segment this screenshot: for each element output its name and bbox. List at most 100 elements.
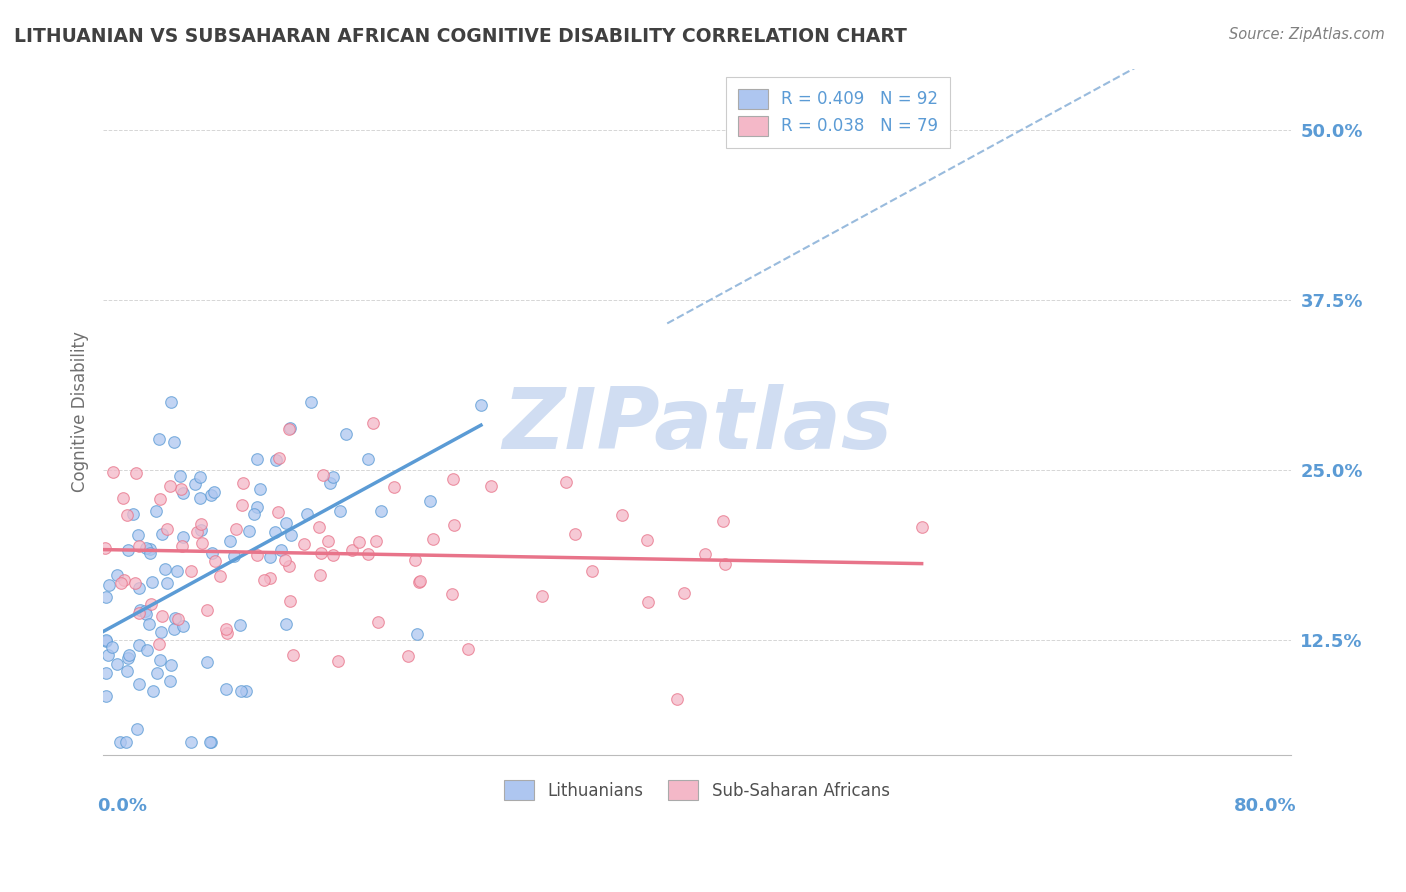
Point (101, 640, 124, 654)
Point (276, 617, 298, 632)
Point (370, 504, 392, 518)
Point (184, 477, 207, 491)
Point (129, 603, 152, 617)
Point (443, 518, 465, 533)
Point (128, 638, 150, 652)
Point (208, 568, 231, 582)
Point (163, 434, 186, 449)
Point (138, 546, 160, 560)
Point (278, 558, 301, 573)
Point (148, 637, 170, 651)
Point (136, 643, 159, 657)
Point (295, 508, 318, 522)
Point (118, 648, 141, 662)
Point (190, 516, 212, 531)
Point (94, 633, 117, 648)
Point (270, 543, 292, 558)
Point (264, 524, 287, 539)
Point (195, 655, 218, 669)
Point (111, 491, 134, 506)
Point (673, 586, 696, 600)
Point (96, 590, 118, 604)
Point (128, 581, 150, 595)
Point (105, 657, 128, 672)
Point (440, 587, 463, 601)
Point (636, 533, 658, 547)
Point (162, 622, 184, 636)
Point (404, 553, 426, 567)
Point (115, 735, 138, 749)
Point (202, 485, 225, 500)
Point (191, 536, 214, 550)
Point (124, 466, 146, 480)
Point (232, 475, 254, 490)
Point (555, 475, 578, 489)
Point (172, 619, 194, 633)
Point (581, 564, 603, 578)
Point (357, 547, 380, 561)
Point (308, 520, 330, 534)
Point (911, 520, 934, 534)
Point (481, 478, 503, 492)
Point (125, 722, 148, 736)
Point (408, 574, 430, 589)
Point (117, 665, 139, 679)
Point (308, 568, 330, 582)
Point (141, 574, 163, 589)
Point (135, 541, 157, 555)
Point (470, 398, 492, 412)
Point (225, 522, 247, 536)
Point (329, 504, 352, 518)
Point (114, 574, 136, 588)
Point (693, 547, 716, 561)
Legend: Lithuanians, Sub-Saharan Africans: Lithuanians, Sub-Saharan Africans (496, 772, 898, 809)
Point (172, 539, 194, 553)
Point (396, 649, 419, 664)
Point (197, 603, 219, 617)
Point (231, 498, 253, 512)
Point (93, 541, 115, 555)
Point (166, 564, 188, 578)
Point (322, 549, 344, 563)
Point (204, 554, 226, 568)
Point (148, 433, 170, 447)
Point (121, 508, 143, 522)
Text: 80.0%: 80.0% (1234, 797, 1296, 814)
Point (419, 494, 441, 508)
Point (105, 567, 128, 582)
Point (274, 553, 297, 567)
Point (229, 684, 252, 698)
Point (149, 491, 172, 506)
Text: Source: ZipAtlas.com: Source: ZipAtlas.com (1229, 27, 1385, 42)
Point (117, 542, 139, 557)
Point (280, 594, 302, 608)
Point (94, 665, 117, 680)
Point (253, 573, 276, 587)
Point (110, 575, 132, 590)
Point (159, 479, 181, 493)
Point (215, 626, 238, 640)
Point (713, 557, 735, 571)
Point (316, 533, 339, 548)
Point (267, 451, 290, 466)
Point (246, 549, 269, 563)
Point (349, 534, 371, 549)
Point (117, 651, 139, 665)
Point (96, 689, 118, 703)
Point (200, 735, 222, 749)
Point (215, 622, 238, 636)
Text: 0.0%: 0.0% (97, 797, 148, 814)
Point (382, 480, 405, 494)
Point (167, 612, 190, 626)
Point (224, 549, 246, 563)
Point (243, 508, 266, 522)
Point (96, 633, 118, 648)
Point (108, 735, 131, 749)
Point (160, 395, 183, 409)
Point (169, 468, 191, 483)
Point (259, 571, 281, 585)
Point (190, 523, 212, 537)
Point (150, 609, 173, 624)
Point (322, 470, 344, 484)
Text: ZIPatlas: ZIPatlas (502, 384, 891, 467)
